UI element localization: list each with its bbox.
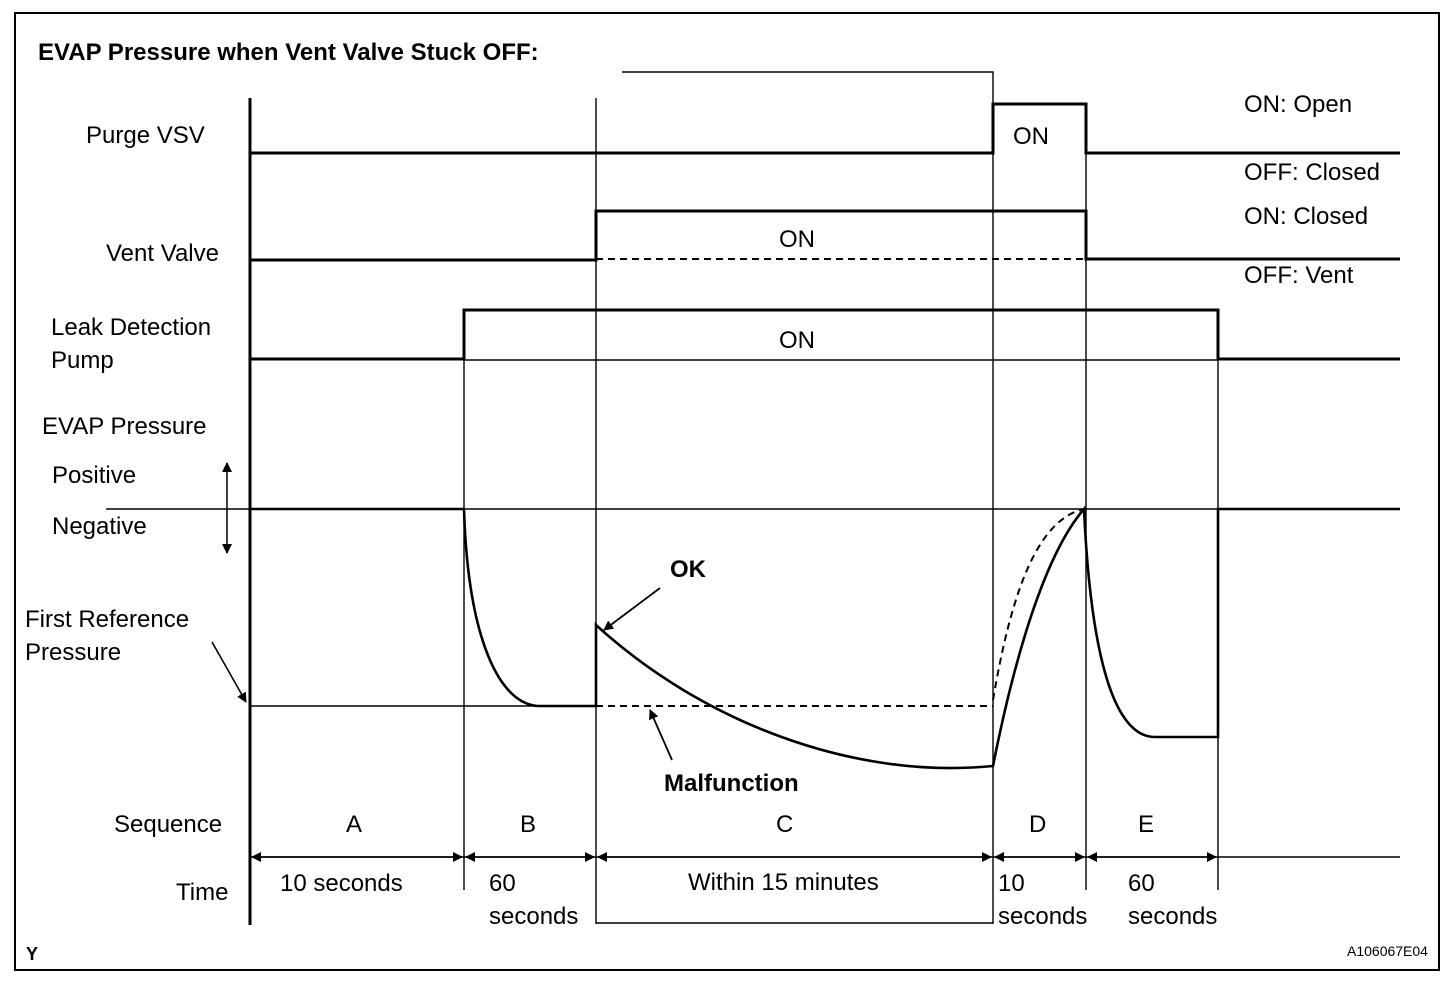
time-d-line2: seconds <box>998 903 1087 930</box>
purge-vsv-label: Purge VSV <box>86 122 205 149</box>
pump-signal <box>250 308 1400 361</box>
diagram-title: EVAP Pressure when Vent Valve Stuck OFF: <box>38 39 539 66</box>
vent-valve-state-off: OFF: Vent <box>1244 262 1354 289</box>
vent-valve-on-text: ON <box>779 226 815 253</box>
time-e-line2: seconds <box>1128 903 1217 930</box>
malfunction-pointer-arrow <box>649 709 673 761</box>
vent-valve-signal <box>250 209 1400 262</box>
time-d-line1: 10 <box>998 870 1025 897</box>
reference-label-line2: Pressure <box>25 639 121 666</box>
malfunction-label: Malfunction <box>664 770 799 797</box>
time-label: Time <box>176 879 228 906</box>
title-bracket-line <box>622 71 994 100</box>
vent-valve-label: Vent Valve <box>106 240 219 267</box>
time-a: 10 seconds <box>280 870 403 897</box>
positive-label: Positive <box>52 462 136 489</box>
figure-code: A106067E04 <box>1347 943 1428 959</box>
negative-label: Negative <box>52 513 147 540</box>
pressure-heading: EVAP Pressure <box>42 413 207 440</box>
time-b-line1: 60 <box>489 870 516 897</box>
ok-label: OK <box>670 556 707 583</box>
purge-vsv-signal <box>250 102 1400 155</box>
pressure-curve <box>250 505 1400 770</box>
sequence-step-a: A <box>346 811 362 838</box>
pump-label-line1: Leak Detection <box>51 314 211 341</box>
time-e-line1: 60 <box>1128 870 1155 897</box>
sequence-step-e: E <box>1138 811 1154 838</box>
pump-label-line2: Pump <box>51 347 114 374</box>
sequence-step-c: C <box>776 811 793 838</box>
vent-valve-state-on: ON: Closed <box>1244 203 1368 230</box>
ok-recovery-curve <box>992 508 1085 701</box>
sequence-step-b: B <box>520 811 536 838</box>
time-c: Within 15 minutes <box>688 869 879 896</box>
footer-mark: Y <box>26 944 38 964</box>
sequence-label: Sequence <box>114 811 222 838</box>
pump-on-text: ON <box>779 327 815 354</box>
purge-vsv-state-off: OFF: Closed <box>1244 159 1380 186</box>
time-b-line2: seconds <box>489 903 578 930</box>
reference-pointer-arrow <box>211 641 247 703</box>
purge-vsv-state-on: ON: Open <box>1244 91 1352 118</box>
reference-label-line1: First Reference <box>25 606 189 633</box>
sequence-step-d: D <box>1029 811 1046 838</box>
purge-vsv-on-text: ON <box>1013 123 1049 150</box>
diagram-frame <box>14 12 1440 971</box>
ok-pointer-arrow <box>603 587 661 631</box>
